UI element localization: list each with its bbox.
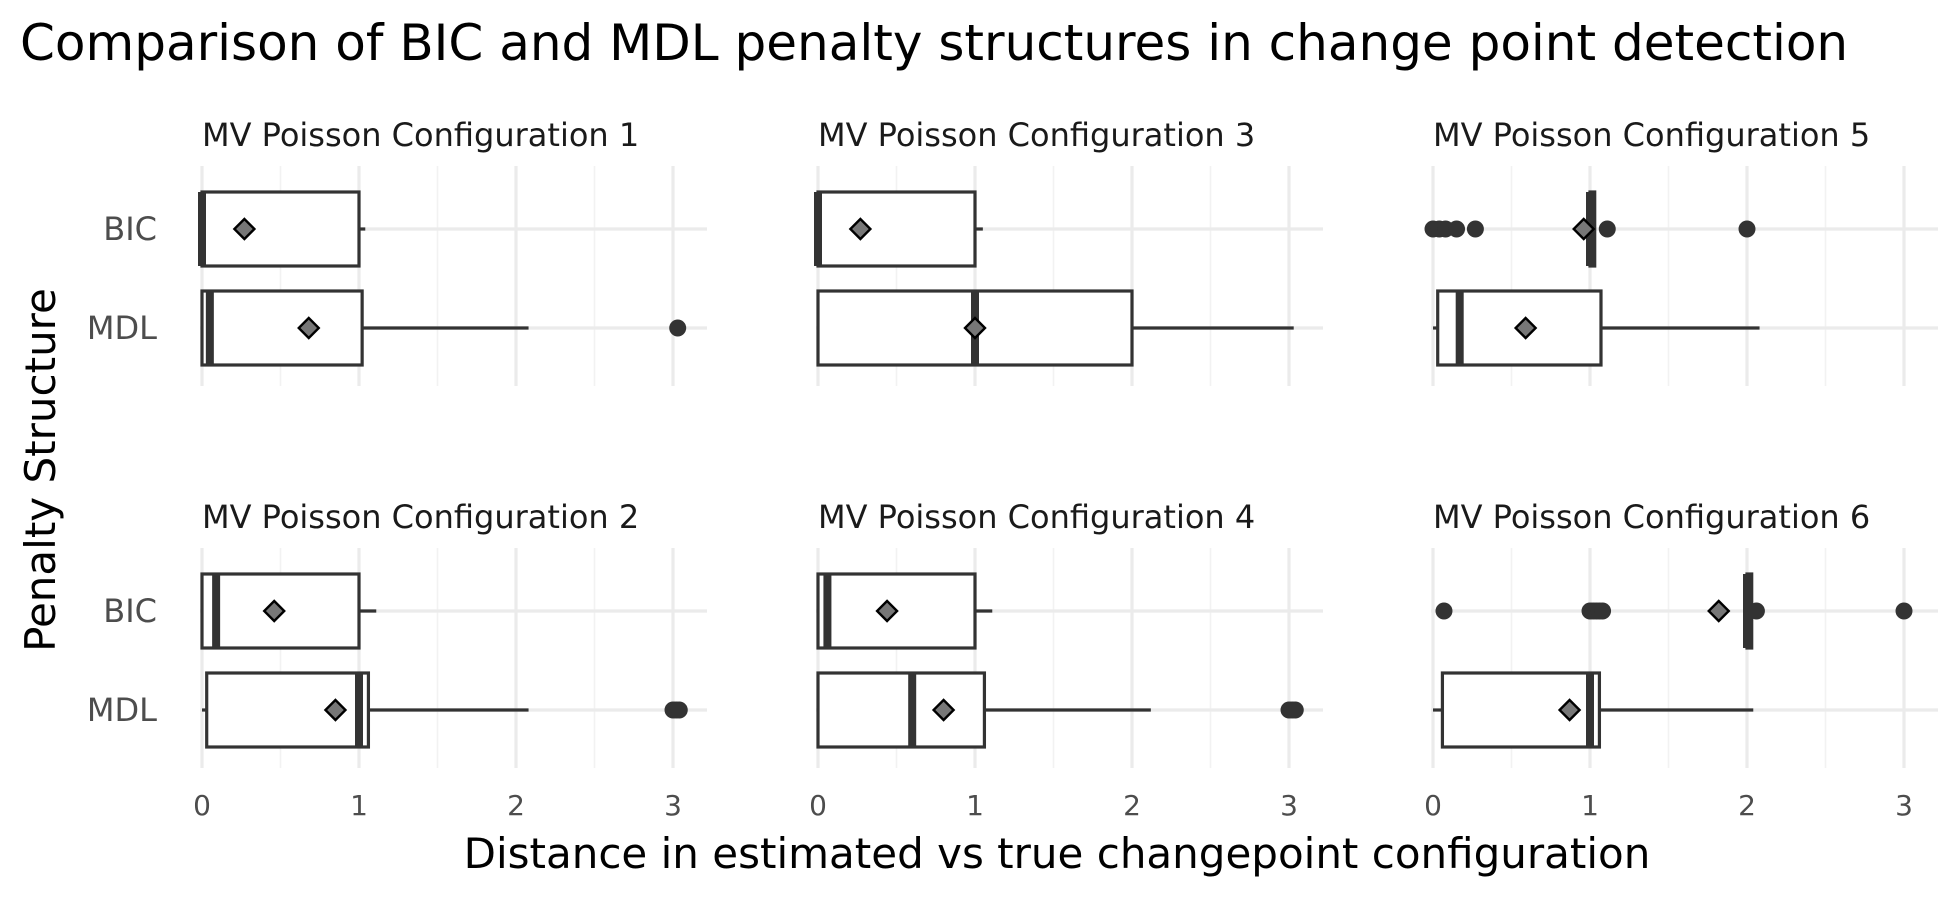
x-tick-label: 2 [507,789,525,822]
outlier-point-mdl [669,319,687,337]
outlier-point-bic [1738,220,1756,238]
mean-marker-bic [232,217,257,241]
y-tick-label-mdl: MDL [87,309,157,347]
box-bic [200,190,361,268]
facet-panel: MV Poisson Configuration 3 [814,116,1323,386]
y-tick-label-bic: BIC [103,592,157,630]
panel-title: MV Poisson Configuration 2 [202,498,639,536]
outlier-point-bic [1598,220,1616,238]
chart-title: Comparison of BIC and MDL penalty struct… [20,14,1848,72]
outlier-point-mdl [670,701,688,719]
box-bic [816,190,977,268]
outlier-point-bic [1747,602,1765,620]
x-tick-label: 0 [1424,789,1442,822]
panel-title: MV Poisson Configuration 6 [1433,498,1870,536]
y-tick-label-bic: BIC [103,210,157,248]
outlier-point-bic [1448,220,1466,238]
box-mdl [200,289,364,367]
x-tick-label: 3 [1895,789,1913,822]
x-axis-title: Distance in estimated vs true changepoin… [464,829,1651,878]
panel-title: MV Poisson Configuration 5 [1433,116,1870,154]
x-tick-label: 1 [350,789,368,822]
x-tick-label: 2 [1738,789,1756,822]
facet-panel: MV Poisson Configuration 4 [816,498,1323,768]
mean-marker-bic [875,599,899,623]
box-mdl [816,671,987,749]
outlier-point-bic [1895,602,1913,620]
facet-panel: MV Poisson Configuration 5 [1424,116,1938,386]
outlier-point-bic [1466,220,1484,238]
outlier-point-bic [1435,602,1453,620]
mean-marker-bic [262,599,286,623]
facet-panel: MV Poisson Configuration 1 [198,116,707,386]
y-tick-label-mdl: MDL [87,691,157,729]
facet-panel: MV Poisson Configuration 2 [200,498,707,768]
outlier-point-bic [1594,602,1612,620]
mean-marker-mdl [1557,698,1582,722]
mean-marker-mdl [963,316,987,340]
x-tick-label: 3 [1280,789,1298,822]
x-tick-label: 1 [966,789,984,822]
y-axis-title: Penalty Structure [16,288,65,652]
panel-title: MV Poisson Configuration 1 [202,116,639,154]
x-tick-label: 0 [193,789,211,822]
facet-panel: MV Poisson Configuration 6 [1431,498,1938,768]
x-tick-label: 1 [1581,789,1599,822]
mean-marker-bic [1707,599,1731,623]
panel-title: MV Poisson Configuration 3 [818,116,1255,154]
facet-panels: BIC MDL BIC MDL 0 1 2 3 0 1 2 3 0 1 2 3 MV Poisson Confi… [87,116,1938,822]
outlier-point-mdl [1286,701,1304,719]
x-tick-label: 0 [809,789,827,822]
x-tick-label: 3 [664,789,682,822]
mean-marker-mdl [323,698,348,722]
panel-title: MV Poisson Configuration 4 [818,498,1255,536]
mean-marker-mdl [1513,316,1538,340]
x-tick-label: 2 [1123,789,1141,822]
mean-marker-mdl [931,698,956,722]
mean-marker-mdl [297,316,321,340]
mean-marker-bic [1572,217,1596,241]
mean-marker-bic [848,217,873,241]
